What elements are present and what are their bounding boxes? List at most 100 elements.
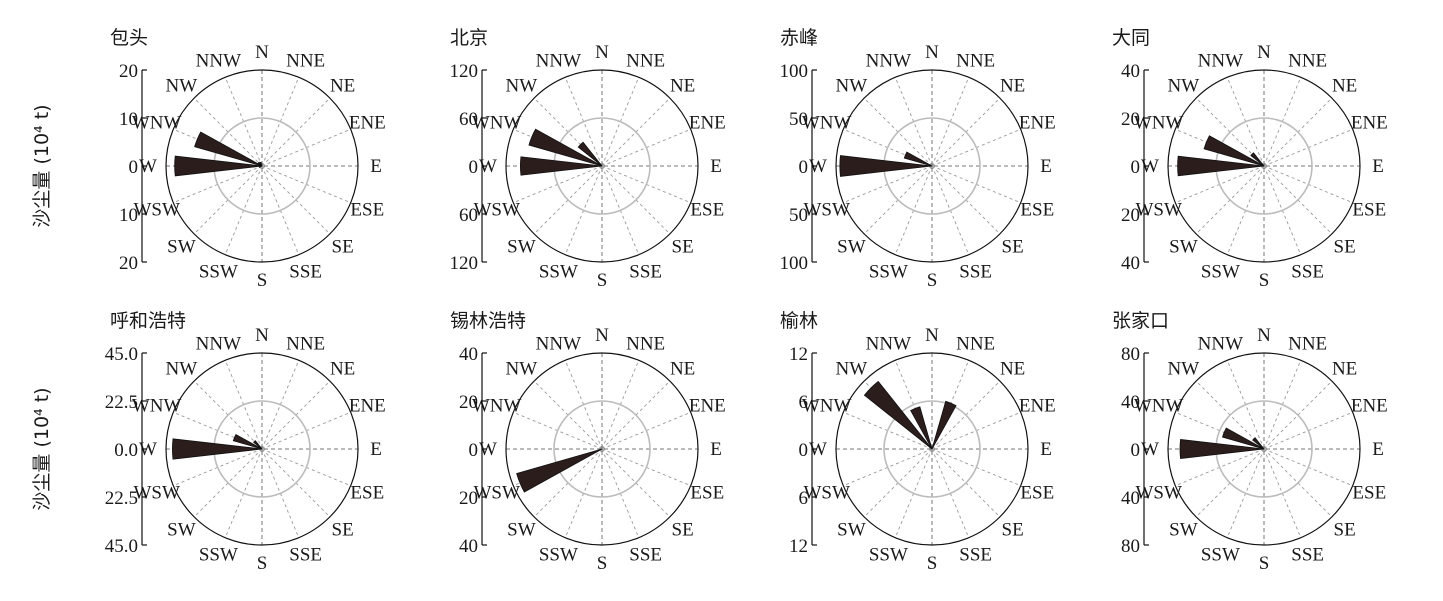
direction-label-ssw: SSW <box>199 544 238 565</box>
direction-label-wnw: WNW <box>802 112 852 133</box>
direction-label-wnw: WNW <box>472 112 522 133</box>
radial-gridline <box>173 448 263 487</box>
direction-label-se: SE <box>672 237 694 258</box>
direction-label-ne: NE <box>670 358 695 379</box>
direction-label-ne: NE <box>1000 358 1025 379</box>
radial-gridline <box>1263 165 1353 204</box>
direction-label-nw: NW <box>166 358 198 379</box>
direction-label-e: E <box>1040 439 1052 460</box>
wind-wedge-nnw <box>910 406 933 450</box>
direction-label-se: SE <box>1002 520 1024 541</box>
radial-gridline <box>1226 360 1265 450</box>
radial-gridline <box>863 97 933 167</box>
wind-wedge-w <box>1177 155 1265 177</box>
radial-gridline <box>1263 448 1353 487</box>
y-scale-tick-label: 22.5 <box>105 392 138 413</box>
y-scale-tick-label: 20 <box>459 392 478 413</box>
direction-label-wsw: WSW <box>1135 483 1182 504</box>
radial-gridline <box>513 165 603 204</box>
direction-label-n: N <box>255 325 269 346</box>
radial-gridline <box>261 360 300 450</box>
radial-gridline <box>601 360 640 450</box>
radial-gridline <box>173 128 263 167</box>
radial-gridline <box>601 165 671 235</box>
panel-title: 大同 <box>1112 27 1150 49</box>
y-scale-tick-label: 20 <box>459 488 478 509</box>
radial-gridline <box>193 165 263 235</box>
direction-label-s: S <box>927 270 938 291</box>
direction-label-nw: NW <box>836 75 868 96</box>
wind-wedge-nne <box>931 400 957 450</box>
direction-label-ne: NE <box>330 75 355 96</box>
wind-wedge-nnw <box>259 161 263 167</box>
radial-gridline <box>894 165 933 255</box>
y-scale-tick-label: 0 <box>469 157 479 178</box>
direction-label-w: W <box>479 156 497 177</box>
radial-gridline <box>931 448 970 538</box>
direction-label-s: S <box>597 553 608 574</box>
y-scale-tick-label: 40 <box>459 536 478 557</box>
wind-wedge-w <box>1179 439 1265 459</box>
radial-gridline <box>564 360 603 450</box>
direction-label-s: S <box>257 270 268 291</box>
panel-title: 包头 <box>110 27 148 49</box>
y-axis-label-row1: 沙尘量 (10⁴ t) <box>31 104 53 227</box>
y-scale-tick-label: 120 <box>450 61 479 82</box>
direction-label-n: N <box>1257 42 1271 63</box>
y-scale-tick-label: 6 <box>799 488 809 509</box>
radial-gridline <box>601 448 671 518</box>
direction-label-n: N <box>255 42 269 63</box>
direction-label-nw: NW <box>1168 358 1200 379</box>
direction-label-ssw: SSW <box>1201 261 1240 282</box>
y-scale-tick-label: 0 <box>469 440 479 461</box>
direction-label-sw: SW <box>837 237 866 258</box>
radial-gridline <box>173 165 263 204</box>
radial-gridline <box>601 448 691 487</box>
direction-label-ssw: SSW <box>869 261 908 282</box>
direction-label-sse: SSE <box>959 261 992 282</box>
direction-label-wsw: WSW <box>803 200 850 221</box>
radial-gridline <box>601 448 640 538</box>
direction-label-nnw: NNW <box>196 334 241 355</box>
y-scale-tick-label: 100 <box>780 61 809 82</box>
direction-label-se: SE <box>1334 237 1356 258</box>
direction-label-se: SE <box>332 237 354 258</box>
radial-gridline <box>931 77 970 167</box>
direction-label-nw: NW <box>1168 75 1200 96</box>
direction-label-w: W <box>1141 439 1159 460</box>
y-scale-tick-label: 40 <box>1121 61 1140 82</box>
direction-label-w: W <box>139 156 157 177</box>
direction-label-e: E <box>1372 156 1384 177</box>
outer-ring <box>1167 352 1361 546</box>
radial-gridline <box>601 97 671 167</box>
direction-label-ene: ENE <box>349 112 386 133</box>
wind-wedge-nw <box>577 141 603 167</box>
radial-gridline <box>843 128 933 167</box>
radial-gridline <box>193 380 263 450</box>
direction-label-ene: ENE <box>689 112 726 133</box>
direction-label-nw: NW <box>506 358 538 379</box>
radial-gridline <box>931 128 1021 167</box>
y-scale-tick-label: 10 <box>119 205 138 226</box>
direction-label-sse: SSE <box>959 544 992 565</box>
radial-gridline <box>1263 165 1333 235</box>
direction-label-w: W <box>809 156 827 177</box>
direction-label-e: E <box>710 156 722 177</box>
outer-ring <box>1167 69 1361 263</box>
direction-label-wsw: WSW <box>133 483 180 504</box>
direction-label-ese: ESE <box>1020 200 1054 221</box>
direction-label-se: SE <box>672 520 694 541</box>
direction-label-e: E <box>370 439 382 460</box>
wind-wedge-nw <box>1250 152 1265 167</box>
direction-label-n: N <box>595 325 609 346</box>
y-scale-tick-label: 0 <box>1131 440 1141 461</box>
direction-label-ne: NE <box>1332 358 1357 379</box>
direction-label-ene: ENE <box>689 395 726 416</box>
y-scale-tick-label: 50 <box>789 205 808 226</box>
radial-gridline <box>224 360 263 450</box>
radial-gridline <box>193 97 263 167</box>
